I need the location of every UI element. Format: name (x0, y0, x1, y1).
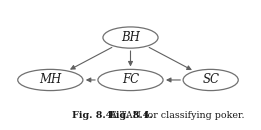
Ellipse shape (18, 69, 83, 91)
Text: Fig. 8.4.: Fig. 8.4. (109, 111, 152, 120)
Text: A TAN for classifying poker.: A TAN for classifying poker. (107, 111, 244, 120)
Text: FC: FC (122, 73, 139, 86)
Text: SC: SC (202, 73, 219, 86)
Ellipse shape (183, 69, 238, 91)
Text: MH: MH (39, 73, 61, 86)
Text: Fig. 8.4.: Fig. 8.4. (72, 111, 115, 120)
Text: BH: BH (121, 31, 140, 44)
Ellipse shape (103, 27, 158, 48)
Ellipse shape (98, 69, 163, 91)
